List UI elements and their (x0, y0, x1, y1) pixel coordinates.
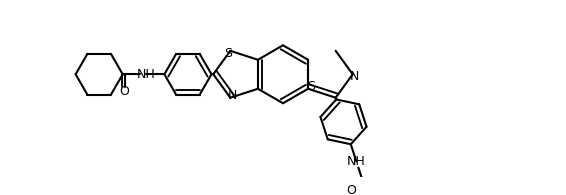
Text: S: S (225, 47, 233, 60)
Text: O: O (346, 184, 356, 195)
Text: N: N (228, 90, 237, 102)
Text: NH: NH (137, 68, 156, 81)
Text: N: N (350, 70, 359, 83)
Text: NH: NH (347, 155, 366, 168)
Text: S: S (307, 80, 315, 93)
Text: O: O (119, 85, 130, 98)
